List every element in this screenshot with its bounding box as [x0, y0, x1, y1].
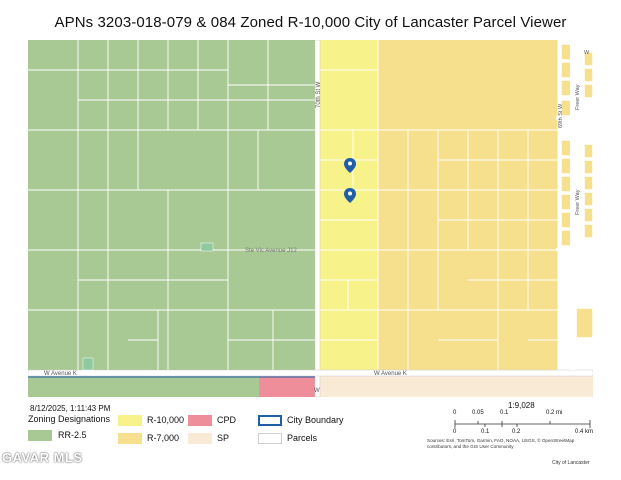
parcel-marker[interactable]: [344, 158, 356, 173]
timestamp: 8/12/2025, 1:11:43 PM: [30, 404, 111, 413]
scale-tick-km: 0.1: [481, 429, 490, 435]
road-freer-way-top: [576, 66, 584, 113]
road-cross-street: [556, 248, 593, 251]
scale-ratio: 1:9,028: [508, 401, 535, 410]
legend-swatch: [118, 415, 142, 426]
map-view[interactable]: 70th St W Ste Vic Avenue J12 W Avenue K …: [28, 40, 593, 397]
road-cross-street: [556, 116, 593, 120]
legend-label: City Boundary: [287, 415, 344, 425]
scale-tick-km: 0.2: [512, 429, 521, 435]
map-credit: City of Lancaster: [552, 460, 590, 466]
street-label-69th: 69th St W: [558, 103, 564, 128]
zone-sp-area: [320, 376, 593, 397]
zone-r10000-area: [318, 40, 378, 370]
street-label-70th: 70th St W: [316, 81, 322, 108]
parcel-marker[interactable]: [344, 188, 356, 203]
scale-tick-km: 0.4 km: [575, 429, 594, 435]
legend-label: R-7,000: [147, 433, 180, 443]
legend-label: RR-2.5: [58, 430, 87, 440]
road-freer-way-mid: [576, 136, 584, 246]
legend-label: Parcels: [287, 433, 318, 443]
map-attribution: Sources: Esri, TomTom, Garmin, FAO, NOAA…: [427, 438, 575, 449]
scale-tick-mi: 0.05: [472, 410, 484, 416]
scale-bar-lines: [454, 420, 591, 428]
zone-r7000-area: [378, 40, 593, 370]
street-label-freer-way-mid: Freer Way: [575, 189, 581, 215]
legend-label: CPD: [217, 415, 237, 425]
zone-rr25-area: [28, 40, 318, 397]
street-label-avenue-k-right: W Avenue K: [374, 371, 407, 377]
legend-swatch: [258, 415, 282, 426]
legend-heading: Zoning Designations: [28, 414, 111, 424]
parcel-lines: [28, 40, 559, 370]
legend-swatch: [118, 433, 142, 444]
scale-tick-km: 0: [453, 429, 457, 435]
scale-tick-mi: 0.2 mi: [546, 410, 563, 416]
legend-swatch: [28, 430, 52, 441]
small-parcel: [200, 242, 214, 252]
legend-label: R-10,000: [147, 415, 185, 425]
mls-watermark: GAVAR MLS: [2, 450, 83, 465]
road-w-avenue-k: [28, 369, 593, 377]
scale-tick-mi: 0.1: [500, 410, 509, 416]
road-70th-st-w: [314, 40, 321, 397]
street-label-w-top: W: [584, 50, 590, 56]
legend-swatch: [188, 415, 212, 426]
map-canvas[interactable]: 70th St W Ste Vic Avenue J12 W Avenue K …: [28, 40, 593, 397]
zone-cpd-area: [259, 376, 315, 397]
legend-label: SP: [217, 433, 230, 443]
street-label-avenue-k-left: W Avenue K: [44, 371, 77, 377]
legend-swatch: [258, 433, 282, 444]
page-title: APNs 3203-018-079 & 084 Zoned R-10,000 C…: [54, 14, 567, 31]
legend-swatch: [188, 433, 212, 444]
street-label-freer-way-top: Freer Way: [575, 84, 581, 110]
street-label-avenue-j12: Ste Vic Avenue J12: [245, 248, 297, 254]
scale-tick-mi: 0: [453, 410, 457, 416]
small-parcel: [82, 357, 94, 371]
road-69th-st-w: [570, 40, 576, 370]
street-label-w-bottom: W: [314, 388, 320, 394]
